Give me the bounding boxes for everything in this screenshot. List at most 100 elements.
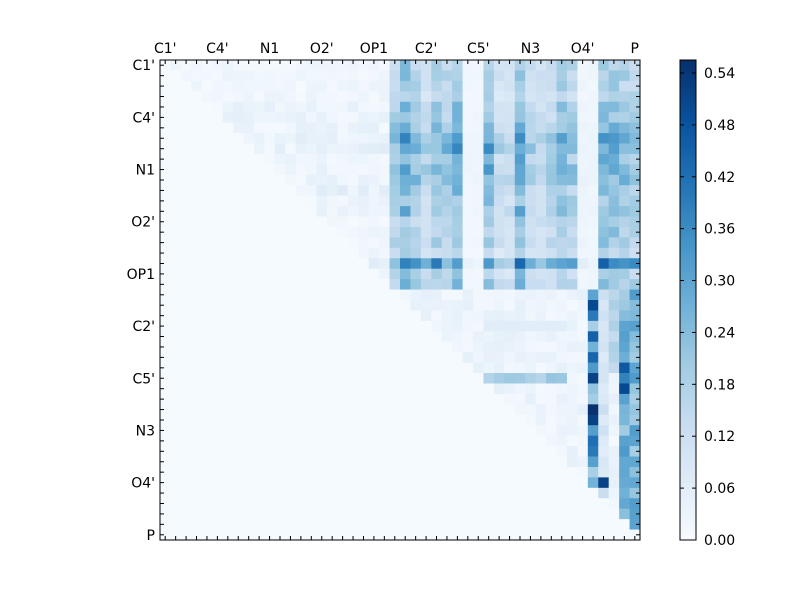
heatmap-cell [420, 487, 432, 499]
heatmap-cell [493, 216, 505, 228]
heatmap-cell [556, 477, 568, 489]
heatmap-cell [368, 268, 380, 280]
heatmap-cell [368, 101, 380, 113]
heatmap-cell [431, 529, 443, 541]
heatmap-cell [608, 143, 620, 155]
heatmap-cell [337, 425, 349, 437]
heatmap-cell [473, 237, 484, 249]
heatmap-cell [462, 425, 474, 437]
heatmap-cell [556, 133, 568, 144]
colorbar-tick-label: 0.30 [704, 274, 735, 290]
heatmap-cell [483, 519, 495, 530]
heatmap-cell [535, 185, 547, 197]
heatmap-cell [191, 393, 203, 405]
x-tick-label: OP1 [360, 41, 388, 57]
heatmap-cell [295, 258, 307, 270]
heatmap-cell [243, 529, 255, 541]
heatmap-cell [619, 268, 630, 280]
heatmap-cell [431, 226, 443, 238]
heatmap-cell [441, 435, 453, 447]
heatmap-cell [556, 373, 568, 384]
heatmap-cell [556, 164, 568, 176]
heatmap-cell [285, 373, 297, 384]
heatmap-cell [285, 195, 297, 207]
heatmap-cell [598, 320, 610, 332]
heatmap-cell [546, 164, 557, 176]
heatmap-cell [514, 268, 526, 280]
colorbar-tick-label: 0.54 [704, 66, 735, 82]
heatmap-cell [170, 60, 182, 71]
heatmap-cell [326, 373, 338, 384]
heatmap-cell [619, 393, 630, 405]
heatmap-cell [368, 206, 380, 217]
heatmap-cell [389, 247, 401, 259]
heatmap-cell [619, 529, 630, 541]
heatmap-cell [222, 80, 234, 92]
heatmap-cell [608, 362, 620, 374]
heatmap-cell [462, 498, 474, 510]
heatmap-cell [566, 195, 578, 207]
heatmap-cell [493, 289, 505, 301]
heatmap-cell [180, 101, 192, 113]
heatmap-cell [619, 153, 630, 165]
heatmap-cell [306, 435, 317, 447]
heatmap-cell [243, 362, 255, 374]
heatmap-cell [233, 362, 244, 374]
heatmap-cell [556, 383, 568, 395]
heatmap-cell [347, 498, 359, 510]
heatmap-cell [316, 174, 328, 186]
heatmap-cell [379, 91, 390, 103]
heatmap-cell [566, 289, 578, 301]
heatmap-cell [452, 508, 463, 520]
heatmap-cell [608, 352, 620, 363]
heatmap-cell [180, 216, 192, 228]
heatmap-cell [556, 112, 568, 123]
heatmap-cell [295, 498, 307, 510]
heatmap-cell [160, 195, 171, 207]
heatmap-cell [431, 268, 443, 280]
heatmap-cell [598, 425, 610, 437]
heatmap-cell [201, 383, 213, 395]
heatmap-cell [493, 519, 505, 530]
heatmap-cell [160, 60, 171, 71]
heatmap-cell [316, 456, 328, 468]
heatmap-cell [493, 414, 505, 426]
heatmap-cell [473, 341, 484, 353]
heatmap-cell [316, 237, 328, 249]
heatmap-cell [431, 60, 443, 71]
heatmap-cell [212, 300, 223, 311]
heatmap-cell [368, 487, 380, 499]
heatmap-cell [535, 60, 547, 71]
heatmap-cell [389, 195, 401, 207]
heatmap-cell [243, 70, 255, 82]
heatmap-cell [358, 508, 370, 520]
heatmap-cell [358, 237, 370, 249]
heatmap-cell [483, 153, 495, 165]
heatmap-cell [587, 466, 599, 478]
heatmap-cell [462, 80, 474, 92]
heatmap-cell [535, 133, 547, 144]
heatmap-cell [326, 247, 338, 259]
colorbar-tick-label: 0.36 [704, 222, 735, 238]
heatmap-cell [285, 91, 297, 103]
heatmap-cell [358, 112, 370, 123]
heatmap-cell [504, 216, 516, 228]
heatmap-cell [400, 508, 411, 520]
heatmap-cell [483, 247, 495, 259]
heatmap-cell [473, 352, 484, 363]
heatmap-cell [222, 101, 234, 113]
heatmap-cell [253, 425, 265, 437]
heatmap-cell [347, 300, 359, 311]
heatmap-cell [525, 352, 537, 363]
heatmap-cell [243, 456, 255, 468]
heatmap-cell [577, 195, 589, 207]
heatmap-cell [212, 206, 223, 217]
heatmap-cell [295, 466, 307, 478]
heatmap-cell [160, 352, 171, 363]
heatmap-cell [441, 216, 453, 228]
heatmap-cell [368, 446, 380, 457]
heatmap-cell [431, 383, 443, 395]
heatmap-cell [337, 310, 349, 322]
heatmap-cell [462, 153, 474, 165]
heatmap-cell [629, 393, 641, 405]
